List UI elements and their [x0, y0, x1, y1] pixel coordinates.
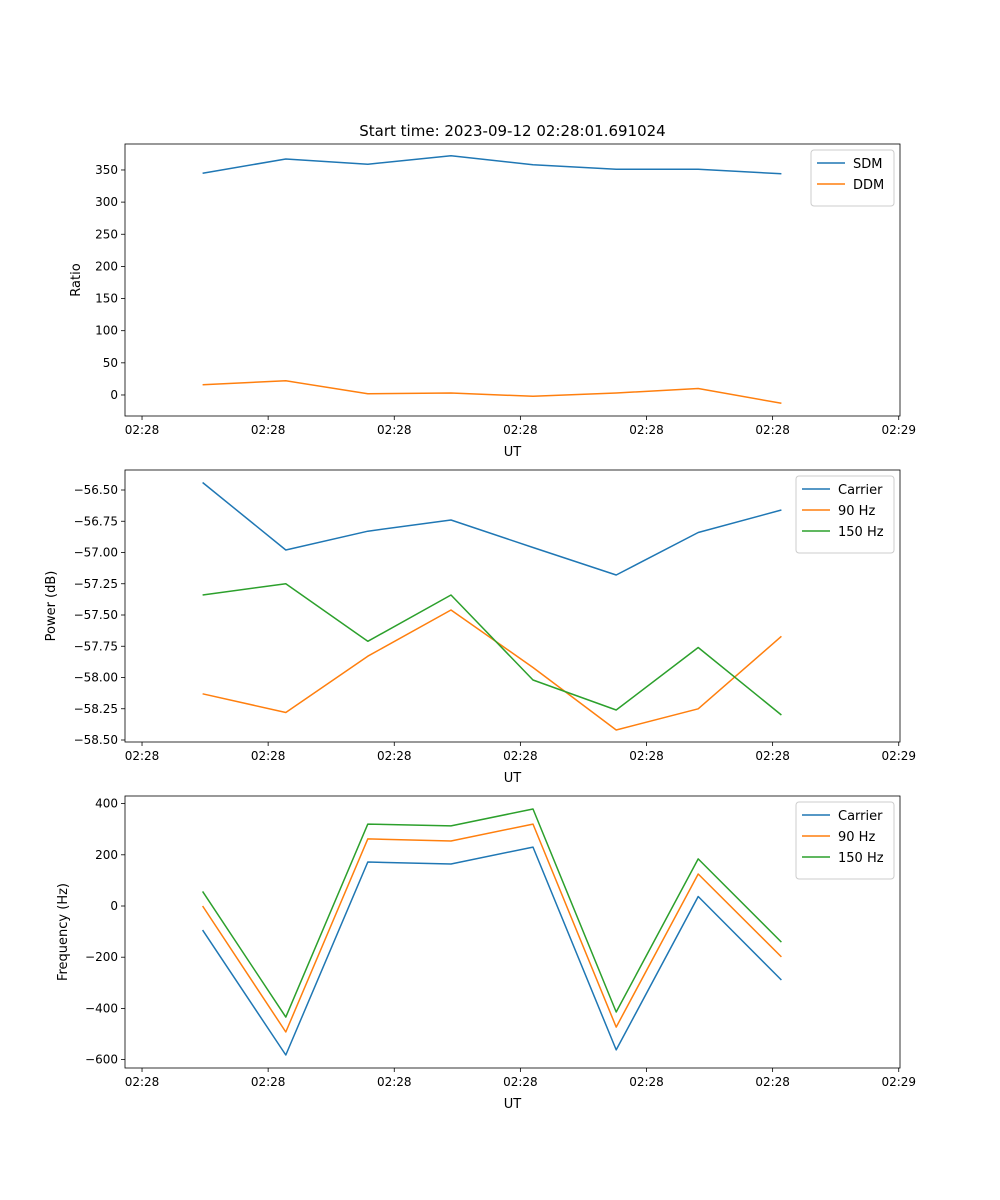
legend-label: SDM: [853, 157, 882, 172]
legend-box: [795, 475, 895, 554]
x-axis-label: UT: [504, 445, 522, 460]
x-tick-label: 02:28: [755, 1075, 790, 1089]
x-tick-label: 02:29: [881, 749, 916, 763]
y-tick-label: 400: [95, 797, 118, 811]
y-tick-label: −600: [85, 1053, 118, 1067]
series-line-150-hz: [202, 582, 782, 716]
axes-frame: [124, 469, 901, 743]
y-tick-label: 100: [95, 324, 118, 338]
y-tick-label: 200: [95, 848, 118, 862]
subplot-2: 02:28 02:28 02:28 02:28 02:28 02:28 02:29 −56.5…: [44, 469, 916, 786]
x-tick-label: 02:28: [377, 1075, 412, 1089]
x-tick-label: 02:28: [755, 749, 790, 763]
legend-label: 90 Hz: [838, 830, 875, 845]
x-tick-label: 02:28: [503, 1075, 538, 1089]
x-tick-label: 02:29: [881, 423, 916, 437]
y-tick-label: −58.25: [74, 702, 118, 716]
y-tick-label: −57.25: [74, 577, 118, 591]
x-tick-label: 02:28: [251, 749, 286, 763]
y-tick-label: 0: [110, 899, 118, 913]
legend-box: [810, 149, 895, 207]
subplot-3: 02:28 02:28 02:28 02:28 02:28 02:28 02:29 400 20…: [56, 795, 916, 1112]
series-line-ddm: [202, 380, 782, 405]
y-tick-label: −57.00: [74, 546, 118, 560]
x-tick-label: 02:28: [377, 423, 412, 437]
legend-label: Carrier: [838, 483, 883, 498]
series-line-carrier: [202, 481, 782, 576]
y-tick-label: −58.00: [74, 671, 118, 685]
y-tick-label: −200: [85, 950, 118, 964]
chart-title: Start time: 2023-09-12 02:28:01.691024: [359, 122, 665, 140]
y-tick-label: 250: [95, 227, 118, 241]
legend-label: 150 Hz: [838, 525, 884, 540]
series-line-90-hz: [201, 823, 782, 1033]
x-tick-label: 02:29: [881, 1075, 916, 1089]
y-axis-label: Power (dB): [44, 571, 59, 642]
axes-frame: [124, 143, 901, 417]
subplot-1: 02:28 02:28 02:28 02:28 02:28 02:28 02:29 0 50 10…: [69, 143, 916, 460]
series-line-150-hz: [201, 808, 782, 1018]
x-tick-label: 02:28: [125, 1075, 160, 1089]
series-line-sdm: [202, 155, 782, 175]
y-tick-label: −56.50: [74, 483, 118, 497]
y-tick-label: −57.75: [74, 639, 118, 653]
y-tick-label: 200: [95, 259, 118, 273]
legend: SDM DDM: [810, 149, 895, 207]
legend: Carrier 90 Hz 150 Hz: [795, 475, 895, 554]
legend: Carrier 90 Hz 150 Hz: [795, 801, 895, 880]
y-tick-label: 50: [103, 356, 118, 370]
x-tick-label: 02:28: [251, 423, 286, 437]
y-axis-label: Ratio: [69, 263, 84, 296]
x-tick-label: 02:28: [503, 423, 538, 437]
y-tick-label: 350: [95, 163, 118, 177]
y-tick-label: 300: [95, 195, 118, 209]
x-tick-label: 02:28: [629, 1075, 664, 1089]
x-tick-label: 02:28: [251, 1075, 286, 1089]
x-tick-label: 02:28: [503, 749, 538, 763]
legend-label: 150 Hz: [838, 851, 884, 866]
x-tick-label: 02:28: [755, 423, 790, 437]
x-axis-label: UT: [504, 1097, 522, 1112]
x-tick-label: 02:28: [377, 749, 412, 763]
y-tick-label: −400: [85, 1001, 118, 1015]
y-tick-label: 150: [95, 292, 118, 306]
x-tick-label: 02:28: [629, 423, 664, 437]
series-line-carrier: [201, 846, 782, 1056]
x-tick-label: 02:28: [629, 749, 664, 763]
y-axis-label: Frequency (Hz): [56, 883, 71, 981]
series-line-90-hz: [202, 609, 782, 731]
legend-label: Carrier: [838, 809, 883, 824]
legend-box: [795, 801, 895, 880]
legend-label: DDM: [853, 178, 884, 193]
x-tick-label: 02:28: [125, 423, 160, 437]
x-tick-label: 02:28: [125, 749, 160, 763]
axes-frame: [124, 795, 901, 1069]
y-tick-label: 0: [110, 388, 118, 402]
legend-label: 90 Hz: [838, 504, 875, 519]
x-axis-label: UT: [504, 771, 522, 786]
y-tick-label: −57.50: [74, 608, 118, 622]
y-tick-label: −56.75: [74, 514, 118, 528]
y-tick-label: −58.50: [74, 733, 118, 747]
